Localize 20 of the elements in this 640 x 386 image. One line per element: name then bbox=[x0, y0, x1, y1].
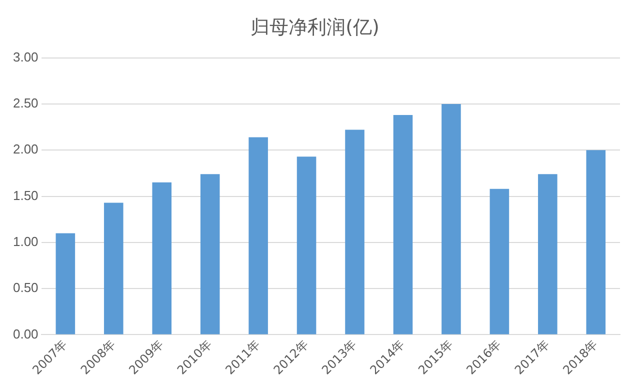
bar bbox=[490, 188, 510, 334]
y-tick-label: 1.00 bbox=[12, 234, 38, 250]
bar bbox=[345, 130, 364, 334]
y-tick-label: 0.00 bbox=[12, 326, 38, 342]
bar bbox=[393, 115, 413, 334]
bar bbox=[248, 137, 268, 334]
y-tick-label: 2.50 bbox=[12, 96, 38, 111]
chart-title: 归母净利润(亿) bbox=[250, 16, 380, 38]
bar bbox=[296, 156, 316, 334]
bar bbox=[442, 104, 461, 334]
y-tick-label: 2.00 bbox=[12, 142, 38, 157]
y-tick-label: 1.50 bbox=[12, 188, 38, 203]
bar bbox=[200, 174, 220, 334]
y-tick-label: 0.50 bbox=[12, 280, 38, 296]
y-tick-label: 3.00 bbox=[12, 49, 38, 64]
bar bbox=[586, 150, 606, 334]
bar bbox=[538, 174, 558, 334]
bar bbox=[56, 233, 76, 334]
bar bbox=[104, 202, 124, 334]
bar bbox=[152, 182, 172, 334]
